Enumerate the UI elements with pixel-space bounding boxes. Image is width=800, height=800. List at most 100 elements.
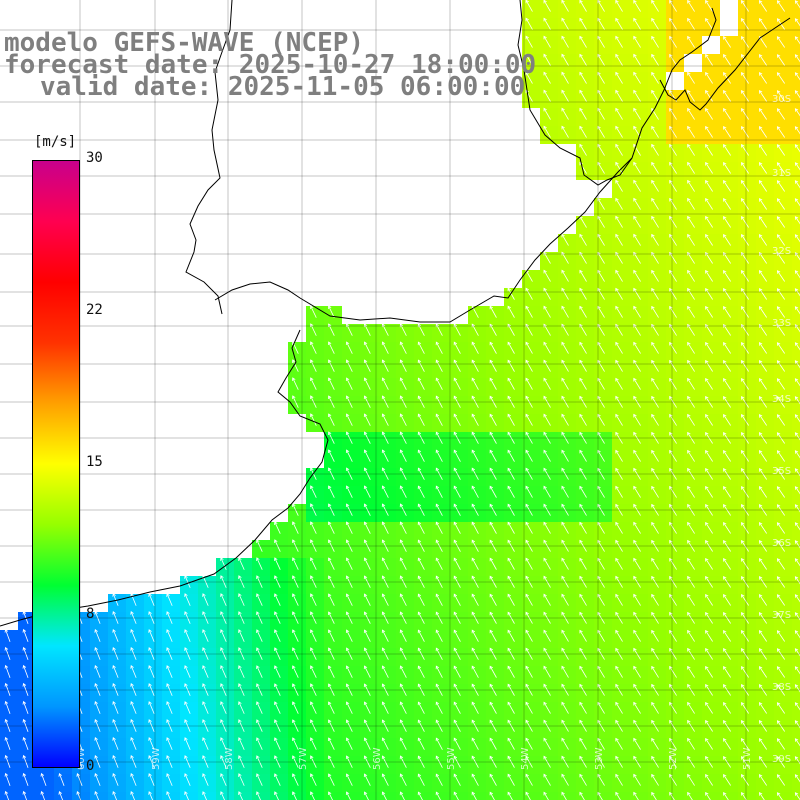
wind-arrow bbox=[723, 467, 731, 480]
wind-arrow bbox=[633, 449, 641, 462]
wind-arrow bbox=[363, 413, 371, 426]
wind-arrow bbox=[309, 377, 317, 390]
wind-arrow bbox=[597, 575, 605, 588]
wind-arrow bbox=[435, 791, 441, 800]
wind-arrow bbox=[471, 791, 477, 800]
wind-arrow bbox=[22, 664, 29, 678]
wind-speed-cell bbox=[792, 54, 800, 72]
wind-arrow bbox=[776, 558, 786, 570]
wind-arrow bbox=[687, 395, 695, 408]
wind-arrow bbox=[274, 629, 281, 642]
wind-speed-cell bbox=[792, 288, 800, 306]
wind-speed-cell bbox=[558, 792, 576, 800]
wind-arrow bbox=[561, 593, 569, 606]
wind-speed-cell bbox=[792, 324, 800, 342]
wind-arrow bbox=[705, 161, 713, 174]
wind-arrow bbox=[723, 125, 731, 138]
wind-arrow bbox=[651, 179, 659, 192]
wind-arrow bbox=[417, 611, 425, 624]
wind-arrow bbox=[794, 180, 800, 189]
wind-arrow bbox=[417, 593, 425, 606]
wind-arrow bbox=[597, 719, 605, 732]
wind-arrow bbox=[705, 575, 713, 588]
wind-arrow bbox=[633, 719, 641, 732]
wind-speed-cell bbox=[774, 792, 792, 800]
wind-arrow bbox=[723, 323, 731, 336]
wind-arrow bbox=[597, 485, 605, 498]
wind-arrow bbox=[471, 539, 479, 552]
wind-arrow bbox=[794, 18, 800, 27]
wind-arrow bbox=[597, 125, 605, 138]
wind-arrow bbox=[525, 773, 533, 786]
wind-arrow bbox=[22, 700, 29, 714]
wind-arrow bbox=[615, 0, 623, 12]
wind-arrow bbox=[759, 684, 767, 696]
wind-arrow bbox=[723, 215, 731, 228]
wind-arrow bbox=[345, 413, 353, 426]
wind-arrow bbox=[741, 576, 749, 588]
wind-arrow bbox=[363, 485, 371, 498]
wind-arrow bbox=[489, 647, 497, 660]
wind-arrow bbox=[471, 485, 479, 498]
wind-arrow bbox=[399, 395, 407, 408]
wind-arrow bbox=[615, 251, 623, 264]
wind-arrow bbox=[417, 521, 425, 534]
wind-arrow bbox=[471, 413, 479, 426]
wind-arrow bbox=[435, 683, 443, 696]
wind-arrow bbox=[759, 180, 767, 192]
wind-arrow bbox=[345, 323, 353, 336]
wind-arrow bbox=[561, 503, 569, 516]
wind-arrow bbox=[651, 701, 659, 714]
title-forecast-date: forecast date: 2025-10-27 18:00:00 bbox=[4, 50, 537, 80]
wind-speed-cell bbox=[792, 342, 800, 360]
wind-arrow bbox=[381, 575, 389, 588]
wind-arrow bbox=[435, 629, 443, 642]
wind-arrow bbox=[651, 251, 659, 264]
wind-arrow bbox=[40, 772, 47, 786]
wind-arrow bbox=[381, 341, 389, 354]
wind-arrow bbox=[669, 719, 677, 732]
wind-arrow bbox=[705, 647, 713, 660]
wind-arrow bbox=[579, 647, 587, 660]
wind-arrow bbox=[112, 773, 119, 786]
wind-speed-cell bbox=[792, 756, 800, 774]
wind-arrow bbox=[561, 17, 569, 30]
wind-arrow bbox=[776, 342, 786, 354]
wind-arrow bbox=[471, 377, 479, 390]
wind-arrow bbox=[292, 503, 299, 516]
wind-arrow bbox=[776, 504, 786, 516]
wind-arrow bbox=[633, 143, 641, 156]
wind-arrow bbox=[220, 647, 227, 660]
wind-arrow bbox=[309, 323, 317, 336]
wind-arrow bbox=[543, 467, 551, 480]
wind-arrow bbox=[615, 179, 623, 192]
wind-speed-cell bbox=[522, 792, 540, 800]
wind-arrow bbox=[381, 611, 389, 624]
wind-arrow bbox=[507, 413, 515, 426]
wind-arrow bbox=[579, 125, 587, 138]
wind-arrow bbox=[471, 773, 479, 786]
wind-arrow bbox=[741, 648, 749, 660]
wind-arrows bbox=[4, 0, 800, 800]
wind-speed-cell bbox=[792, 0, 800, 18]
wind-arrow bbox=[381, 359, 389, 372]
wind-arrow bbox=[489, 611, 497, 624]
wind-arrow bbox=[256, 791, 261, 800]
wind-arrow bbox=[417, 683, 425, 696]
wind-arrow bbox=[776, 414, 786, 426]
wind-arrow bbox=[471, 755, 479, 768]
wind-arrow bbox=[274, 665, 281, 678]
wind-speed-cell bbox=[450, 792, 468, 800]
wind-arrow bbox=[417, 413, 425, 426]
wind-arrow bbox=[651, 305, 659, 318]
wind-arrow bbox=[561, 377, 569, 390]
wind-arrow bbox=[327, 485, 335, 498]
wind-arrow bbox=[615, 89, 623, 102]
wind-arrow bbox=[759, 540, 767, 552]
wind-arrow bbox=[597, 665, 605, 678]
wind-arrow bbox=[615, 503, 623, 516]
wind-arrow bbox=[651, 0, 659, 12]
wind-arrow bbox=[597, 467, 605, 480]
wind-arrow bbox=[759, 0, 767, 12]
wind-arrow bbox=[705, 683, 713, 696]
